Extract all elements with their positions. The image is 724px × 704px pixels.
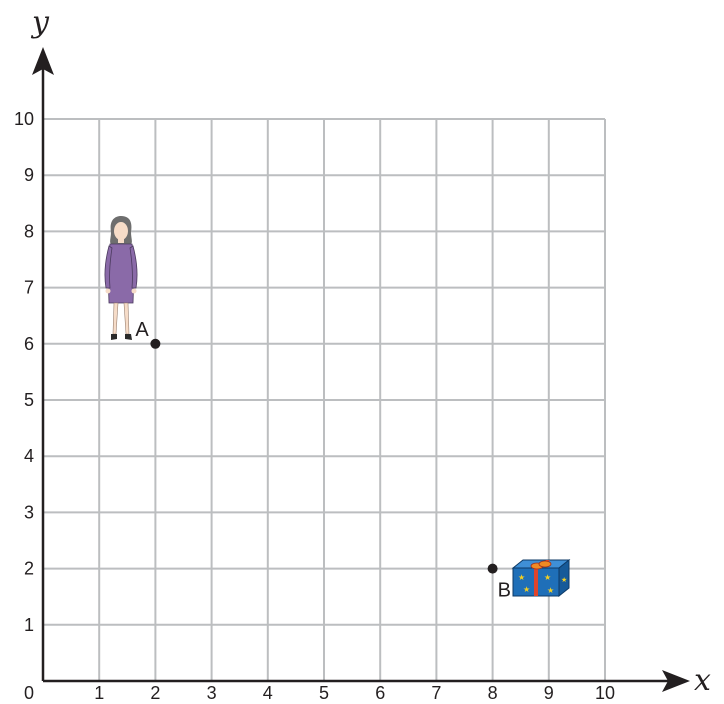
origin-label: 0 bbox=[24, 683, 34, 703]
grid-lines bbox=[43, 118, 606, 681]
x-tick-label: 3 bbox=[207, 683, 217, 703]
x-tick-labels: 1 2 3 4 5 6 7 8 9 10 bbox=[94, 683, 615, 703]
x-axis-label: x bbox=[694, 663, 711, 698]
x-tick-label: 2 bbox=[150, 683, 160, 703]
y-tick-label: 10 bbox=[14, 109, 34, 129]
y-tick-labels: 1 2 3 4 5 6 7 8 9 10 bbox=[14, 109, 34, 635]
y-tick-label: 7 bbox=[24, 278, 34, 298]
x-tick-label: 4 bbox=[263, 683, 273, 703]
svg-text:★: ★ bbox=[518, 573, 525, 582]
y-tick-label: 8 bbox=[24, 221, 34, 241]
x-tick-label: 7 bbox=[431, 683, 441, 703]
y-tick-label: 5 bbox=[24, 390, 34, 410]
y-tick-label: 3 bbox=[24, 502, 34, 522]
y-tick-label: 9 bbox=[24, 165, 34, 185]
y-tick-label: 2 bbox=[24, 559, 34, 579]
gift-box-icon: ★ ★ ★ ★ ★ bbox=[511, 558, 571, 598]
x-tick-label: 1 bbox=[94, 683, 104, 703]
x-tick-label: 9 bbox=[544, 683, 554, 703]
axes: x y 0 bbox=[24, 5, 711, 703]
y-tick-label: 6 bbox=[24, 334, 34, 354]
y-tick-label: 1 bbox=[24, 615, 34, 635]
woman-icon bbox=[104, 216, 138, 340]
point-b bbox=[487, 563, 498, 574]
x-axis-arrow bbox=[662, 670, 690, 692]
y-tick-label: 4 bbox=[24, 446, 34, 466]
x-tick-label: 5 bbox=[319, 683, 329, 703]
svg-text:★: ★ bbox=[547, 586, 554, 595]
y-axis-arrow bbox=[32, 47, 54, 75]
x-tick-label: 10 bbox=[595, 683, 615, 703]
point-a-label: A bbox=[135, 319, 149, 341]
svg-text:★: ★ bbox=[544, 573, 551, 582]
y-axis-label: y bbox=[30, 5, 50, 40]
x-tick-label: 6 bbox=[375, 683, 385, 703]
svg-text:★: ★ bbox=[523, 585, 530, 594]
x-tick-label: 8 bbox=[488, 683, 498, 703]
points: AB bbox=[135, 319, 511, 602]
point-a bbox=[150, 338, 161, 349]
point-b-label: B bbox=[498, 580, 511, 602]
svg-text:★: ★ bbox=[561, 576, 567, 584]
